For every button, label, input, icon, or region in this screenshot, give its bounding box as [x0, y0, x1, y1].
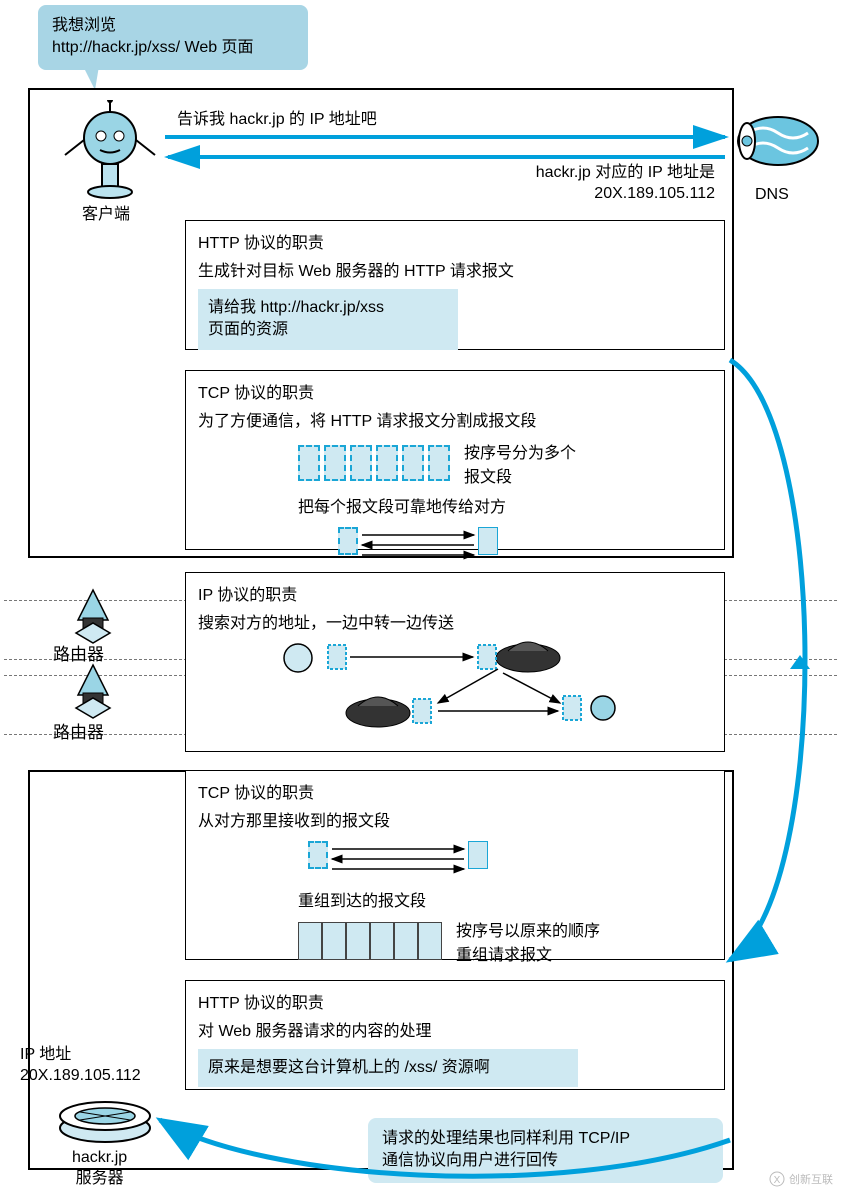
desc2: 重组到达的报文段 [298, 887, 712, 911]
router-label-1: 路由器 [53, 640, 104, 665]
title: IP 协议的职责 [198, 581, 712, 605]
http-request-inset: 请给我 http://hackr.jp/xss 页面的资源 [198, 289, 458, 350]
ip-routing-illustration [268, 633, 658, 743]
desc: 对 Web 服务器请求的内容的处理 [198, 1017, 712, 1041]
watermark-icon: X [769, 1171, 785, 1187]
server-name: hackr.jp 服务器 [72, 1148, 127, 1190]
router-label-2: 路由器 [53, 718, 104, 743]
thought-bubble-browse: 我想浏览 http://hackr.jp/xss/ Web 页面 [38, 5, 308, 70]
recv-arrows [308, 837, 498, 881]
http-recv-box: HTTP 协议的职责 对 Web 服务器请求的内容的处理 原来是想要这台计算机上… [185, 980, 725, 1090]
ip-box: IP 协议的职责 搜索对方的地址，一边中转一边传送 [185, 572, 725, 752]
tcp-send-box: TCP 协议的职责 为了方便通信，将 HTTP 请求报文分割成报文段 按序号分为… [185, 370, 725, 550]
desc: 为了方便通信，将 HTTP 请求报文分割成报文段 [198, 407, 712, 431]
dns-icon [733, 108, 828, 178]
seg-note: 按序号以原来的顺序 重组请求报文 [456, 917, 600, 965]
watermark: X 创新互联 [769, 1171, 833, 1187]
return-bubble: 请求的处理结果也同样利用 TCP/IP 通信协议向用户进行回传 [368, 1118, 723, 1183]
reliable-arrows [338, 523, 508, 567]
desc: 生成针对目标 Web 服务器的 HTTP 请求报文 [198, 257, 712, 281]
text: http://hackr.jp/xss/ Web 页面 [52, 37, 294, 59]
desc: 搜索对方的地址，一边中转一边传送 [198, 609, 712, 633]
desc: 从对方那里接收到的报文段 [198, 807, 712, 831]
svg-text:X: X [774, 1175, 781, 1186]
title: HTTP 协议的职责 [198, 229, 712, 253]
dns-query-text: 告诉我 hackr.jp 的 IP 地址吧 [177, 110, 377, 131]
client-label: 客户端 [82, 205, 130, 226]
desc2: 把每个报文段可靠地传给对方 [298, 493, 712, 517]
title: TCP 协议的职责 [198, 379, 712, 403]
dns-label: DNS [755, 185, 789, 206]
recv-segments-icon [298, 922, 442, 960]
http-request-box: HTTP 协议的职责 生成针对目标 Web 服务器的 HTTP 请求报文 请给我… [185, 220, 725, 350]
dns-reply-text: hackr.jp 对应的 IP 地址是 20X.189.105.112 [450, 163, 715, 205]
tcp-segments-icon [298, 445, 450, 481]
server-ip-label: IP 地址 20X.189.105.112 [20, 1045, 141, 1087]
http-recv-inset: 原来是想要这台计算机上的 /xss/ 资源啊 [198, 1049, 578, 1087]
text: 我想浏览 [52, 15, 294, 37]
title: HTTP 协议的职责 [198, 989, 712, 1013]
tcp-recv-box: TCP 协议的职责 从对方那里接收到的报文段 重组到达的报文段 按序号以原来的顺… [185, 770, 725, 960]
title: TCP 协议的职责 [198, 779, 712, 803]
seg-note: 按序号分为多个 报文段 [464, 439, 576, 487]
